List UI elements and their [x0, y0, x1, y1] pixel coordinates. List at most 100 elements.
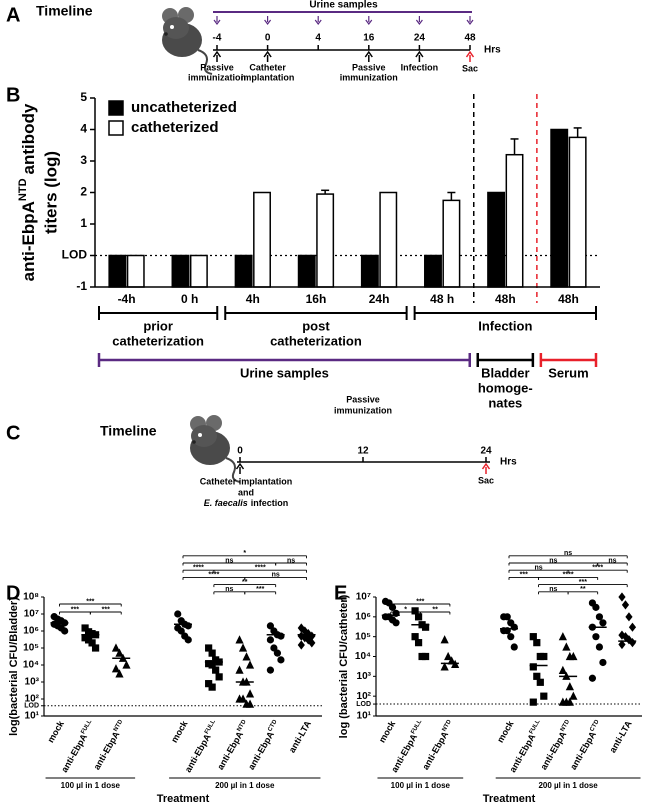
data-point [242, 652, 251, 661]
significance-label: ** [242, 579, 248, 586]
x-tick-label-text: anti-EbpA [92, 729, 122, 771]
legend-label: uncatheterized [131, 99, 237, 116]
y-tick-label: 10³ [25, 677, 40, 688]
data-point [215, 673, 223, 681]
data-point [628, 622, 637, 632]
sampling-label: Urine samples [309, 0, 378, 11]
significance-label: **** [563, 572, 574, 579]
x-tick-label-sup: NTD [441, 718, 453, 732]
y-tick-label: 10³ [357, 671, 372, 682]
event-label: Passive [346, 394, 380, 404]
data-point [529, 698, 537, 706]
significance-label: *** [86, 598, 94, 605]
group-label: Urine samples [240, 365, 329, 380]
data-point [122, 660, 131, 669]
group-label: Bladder [481, 365, 529, 380]
y-tick-label: 10¹ [357, 711, 372, 722]
sample-arrow-head [213, 19, 221, 25]
y-tick-label: 10⁵ [23, 643, 39, 654]
bar [126, 254, 145, 288]
event-label: Passive [352, 62, 386, 72]
data-point [235, 665, 244, 674]
sample-arrow-head [365, 19, 373, 25]
x-tick-label-text: mock [495, 718, 516, 744]
data-point [447, 656, 456, 665]
time-label: 24 [414, 33, 426, 44]
event-label: and [238, 487, 254, 497]
time-label: 0 [237, 446, 243, 457]
y-tick-label: 5 [80, 90, 87, 104]
significance-label: ns [534, 565, 542, 572]
x-tick-label: anti-EbpANTD [215, 718, 252, 771]
data-point [411, 607, 419, 615]
sac-label: Sac [462, 63, 478, 73]
x-tick-label: mock [46, 718, 67, 744]
bar [360, 254, 379, 288]
data-point [421, 652, 430, 661]
time-label: -4 [213, 33, 222, 44]
legend-swatch [108, 120, 124, 136]
data-point [304, 635, 312, 645]
time-unit: Hrs [484, 45, 501, 56]
mouse-tail [225, 457, 241, 483]
x-tick-label: anti-EbpANTD [420, 718, 457, 771]
data-point [510, 643, 518, 651]
group-label: Serum [548, 365, 588, 380]
x-tick-label-sup: FULL [80, 718, 93, 735]
x-tick-label-text: anti-LTA [287, 719, 313, 755]
x-tick-label-text: anti-EbpA [568, 729, 598, 771]
data-point [308, 638, 316, 648]
significance-label: ** [432, 606, 438, 613]
x-tick-label: 4h [246, 292, 260, 306]
mouse-head [191, 425, 217, 447]
significance-label: *** [256, 586, 264, 593]
x-tick-label-text: anti-EbpA [246, 729, 276, 771]
data-point [625, 612, 633, 622]
data-point [245, 699, 255, 708]
significance-label: ns [225, 586, 233, 593]
event-label: immunization [340, 72, 398, 82]
sac-label: Sac [478, 475, 494, 485]
group-label: post [302, 318, 330, 333]
event-arrow-head [212, 50, 222, 58]
data-point [592, 603, 600, 611]
sac-arrow-head [465, 50, 475, 58]
event-arrow-head [364, 50, 373, 58]
data-point [440, 662, 449, 671]
data-point [266, 666, 275, 674]
data-point [266, 622, 275, 630]
y-tick-label: 10⁶ [23, 626, 39, 637]
group-label: catheterization [112, 333, 204, 348]
panel-letter: C [6, 422, 20, 444]
panel-letter: A [6, 4, 20, 26]
time-label: 0 [265, 33, 271, 44]
y-axis-label: titers (log) [41, 151, 60, 234]
y-tick-label: 10² [357, 691, 372, 702]
data-point [562, 642, 571, 651]
mouse-head [163, 17, 189, 39]
group-label: prior [143, 318, 173, 333]
x-tick-label-text: anti-LTA [608, 719, 634, 755]
dose-label: 100 µl in 1 dose [61, 781, 121, 790]
x-tick-label: anti-EbpACTD [246, 718, 283, 771]
significance-label: **** [592, 565, 603, 572]
y-axis-label-main: anti-EbpA [19, 201, 38, 281]
data-point [273, 649, 282, 657]
data-point [297, 623, 305, 633]
data-point [503, 613, 511, 621]
data-point [599, 658, 607, 667]
y-tick-label: 10⁷ [24, 609, 39, 620]
data-point [588, 674, 597, 682]
data-point [208, 661, 216, 669]
significance-label: ns [549, 557, 557, 564]
y-axis-label-sup: NTD [17, 178, 29, 201]
event-label-italic: E. faecalis [204, 498, 248, 508]
significance-label: *** [520, 572, 528, 579]
data-point [414, 613, 423, 621]
data-point [507, 633, 515, 641]
y-tick-label: 3 [80, 153, 87, 167]
y-tick-label: 2 [80, 185, 87, 199]
panel-letter: B [6, 84, 20, 106]
sample-arrow-head [264, 19, 272, 25]
dose-label: 100 µl in 1 dose [391, 781, 451, 790]
